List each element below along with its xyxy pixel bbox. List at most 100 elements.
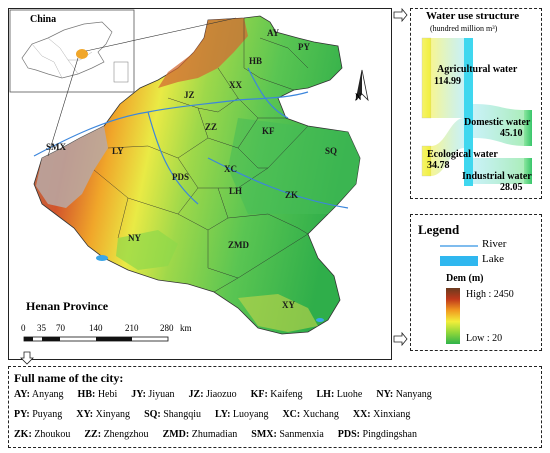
domestic-water-value: 45.10	[500, 128, 523, 139]
city-name: Hebi	[95, 389, 118, 400]
city-full-name: PDS: Pingdingshan	[338, 429, 417, 440]
city-full-name: ZK: Zhoukou	[14, 429, 70, 440]
dem-high-label: High : 2450	[466, 289, 514, 300]
city-name: Nanyang	[393, 389, 432, 400]
city-full-name: PY: Puyang	[14, 409, 62, 420]
province-label: Henan Province	[26, 299, 109, 313]
scale-tick-70: 70	[56, 323, 65, 333]
total-water-bar	[464, 38, 473, 186]
industrial-water-value: 28.05	[500, 182, 523, 193]
city-name: Sanmenxia	[276, 429, 324, 440]
full-name-row: ZK: Zhoukou ZZ: Zhengzhou ZMD: Zhumadian SM…	[14, 429, 431, 440]
city-code: JZ:	[188, 389, 204, 400]
city-name: Jiyuan	[145, 389, 175, 400]
city-full-name: AY: Anyang	[14, 389, 64, 400]
water-use-panel	[410, 8, 542, 199]
domestic-water-label: Domestic water	[464, 117, 531, 128]
city-code: HB:	[77, 389, 96, 400]
city-name: Anyang	[29, 389, 64, 400]
city-name: Xinxiang	[370, 409, 411, 420]
city-label-zmd: ZMD	[228, 240, 249, 250]
city-label-jz: JZ	[184, 90, 195, 100]
full-name-panel	[8, 366, 542, 448]
dem-low-label: Low : 20	[466, 333, 503, 344]
city-label-xx: XX	[229, 80, 242, 90]
city-name: Zhengzhou	[101, 429, 149, 440]
nanyang-basin	[116, 230, 178, 270]
agricultural-water-label: Agricultural water	[437, 64, 518, 75]
city-full-name: JY: Jiyuan	[131, 389, 174, 400]
city-full-name: XX: Xinxiang	[353, 409, 411, 420]
city-full-name: JZ: Jiaozuo	[189, 389, 237, 400]
legend-lake-symbol	[440, 256, 478, 266]
city-name: Luoyang	[230, 409, 269, 420]
water-use-title: Water use structure	[426, 10, 520, 22]
northern-mountains	[158, 18, 248, 88]
arrow-right-icon-bottom	[393, 331, 408, 347]
city-name: Pingdingshan	[360, 429, 417, 440]
city-name: Puyang	[29, 409, 63, 420]
north-label: N	[355, 92, 362, 102]
flow-agricultural	[431, 38, 464, 118]
flow-ecological	[431, 118, 464, 176]
city-code: ZZ:	[84, 429, 102, 440]
lake-shape-2	[316, 318, 324, 322]
city-label-pds: PDS	[172, 172, 190, 182]
city-code: PY:	[14, 409, 30, 420]
city-name: Luohe	[334, 389, 363, 400]
city-code: PDS:	[337, 429, 361, 440]
full-name-row: AY: Anyang HB: Hebi JY: Jiyuan JZ: Jiaozuo K…	[14, 389, 446, 400]
scale-bar	[23, 336, 169, 342]
western-mountains	[36, 126, 108, 208]
city-name: Shangqiu	[160, 409, 202, 420]
city-label-zz: ZZ	[205, 122, 218, 132]
city-code: ZK:	[14, 429, 32, 440]
ecological-water-value: 34.78	[427, 160, 450, 171]
legend-river-label: River	[482, 238, 507, 250]
southern-hills	[238, 294, 318, 332]
city-code: XY:	[76, 409, 94, 420]
city-code: LH:	[316, 389, 335, 400]
city-name: Kaifeng	[267, 389, 303, 400]
flow-domestic	[473, 104, 524, 146]
city-label-smx: SMX	[46, 142, 66, 152]
legend-title: Legend	[418, 222, 460, 237]
ecological-water-label: Ecological water	[427, 149, 498, 160]
city-full-name: XY: Xinyang	[76, 409, 130, 420]
scale-tick-210: 210	[125, 323, 139, 333]
industrial-bar	[524, 158, 532, 184]
industrial-water-label: Industrial water	[462, 171, 532, 182]
scale-tick-280: 280	[160, 323, 174, 333]
city-label-zk: ZK	[285, 190, 299, 200]
scale-tick-35: 35	[37, 323, 46, 333]
city-full-name: ZZ: Zhengzhou	[84, 429, 148, 440]
scale-tick-140: 140	[89, 323, 103, 333]
legend-lake-label: Lake	[482, 253, 504, 265]
city-label-lh: LH	[229, 186, 243, 196]
city-label-xy: XY	[282, 300, 295, 310]
legend-dem-title: Dem (m)	[446, 273, 484, 284]
city-code: KF:	[250, 389, 268, 400]
city-label-ny: NY	[128, 233, 141, 243]
city-label-hb: HB	[249, 56, 263, 66]
domestic-bar	[524, 110, 532, 146]
city-code: JY:	[131, 389, 146, 400]
map-canvas	[9, 9, 369, 342]
city-code: XX:	[352, 409, 371, 420]
city-label-ay: AY	[267, 28, 280, 38]
full-name-row: PY: Puyang XY: Xinyang SQ: Shangqiu LY: Luo…	[14, 409, 424, 420]
scale-unit: km	[180, 323, 192, 333]
lake-shape	[96, 255, 108, 261]
city-label-py: PY	[298, 42, 310, 52]
china-inset	[9, 9, 237, 157]
city-label-xc: XC	[224, 164, 237, 174]
city-full-name: SQ: Shangqiu	[144, 409, 201, 420]
city-full-name: XC: Xuchang	[282, 409, 338, 420]
scale-tick-0: 0	[21, 323, 26, 333]
flow-industrial	[473, 158, 524, 184]
water-use-sankey	[421, 37, 532, 186]
agricultural-water-value: 114.99	[434, 76, 461, 87]
city-name: Jiaozuo	[203, 389, 237, 400]
city-code: AY:	[14, 389, 30, 400]
